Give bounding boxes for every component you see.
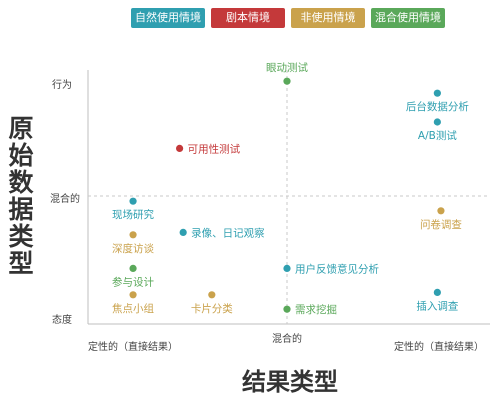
legend: 自然使用情境 剧本情境 非使用情境 混合使用情境 — [0, 8, 500, 30]
legend-item-natural: 自然使用情境 — [131, 8, 205, 28]
y-axis-title: 原始数据类型 — [8, 114, 34, 278]
data-point — [433, 288, 441, 296]
data-point — [129, 231, 137, 239]
data-point — [433, 89, 441, 97]
data-point-label: 可用性测试 — [188, 142, 241, 155]
y-tick-mixed: 混合的 — [50, 194, 80, 205]
y-tick-behavior: 行为 — [52, 80, 72, 91]
y-tick-attitude: 态度 — [52, 315, 72, 326]
data-point-label: 深度访谈 — [112, 242, 154, 255]
data-point-label: 插入调查 — [416, 299, 458, 312]
data-point — [283, 77, 291, 85]
data-point — [176, 144, 184, 152]
data-point-label: 参与设计 — [112, 275, 154, 288]
data-point-label: A/B测试 — [418, 129, 457, 142]
data-point — [433, 118, 441, 126]
x-tick-mixed: 混合的 — [272, 334, 302, 345]
data-point-label: 焦点小组 — [112, 302, 154, 315]
x-tick-right: 定性的（直接结果） — [394, 342, 484, 353]
data-point-label: 录像、日记观察 — [191, 226, 265, 239]
data-point — [283, 305, 291, 313]
legend-item-non-use: 非使用情境 — [291, 8, 365, 28]
data-point-label: 现场研究 — [112, 208, 154, 221]
data-point-label: 后台数据分析 — [406, 100, 469, 113]
data-point — [437, 207, 445, 215]
data-point-label: 需求挖掘 — [295, 303, 337, 316]
data-point-label: 眼动测试 — [266, 61, 308, 74]
x-tick-left: 定性的（直接结果） — [88, 342, 178, 353]
data-point — [208, 291, 216, 299]
data-point — [129, 264, 137, 272]
x-axis-title: 结果类型 — [242, 368, 338, 396]
data-point-label: 问卷调查 — [420, 218, 462, 231]
data-point — [179, 228, 187, 236]
data-point — [129, 197, 137, 205]
data-point — [129, 291, 137, 299]
data-point-label: 用户反馈意见分析 — [295, 262, 379, 275]
data-point-label: 卡片分类 — [191, 302, 233, 315]
legend-item-scripted: 剧本情境 — [211, 8, 285, 28]
legend-item-mixed: 混合使用情境 — [371, 8, 445, 28]
data-point — [283, 264, 291, 272]
